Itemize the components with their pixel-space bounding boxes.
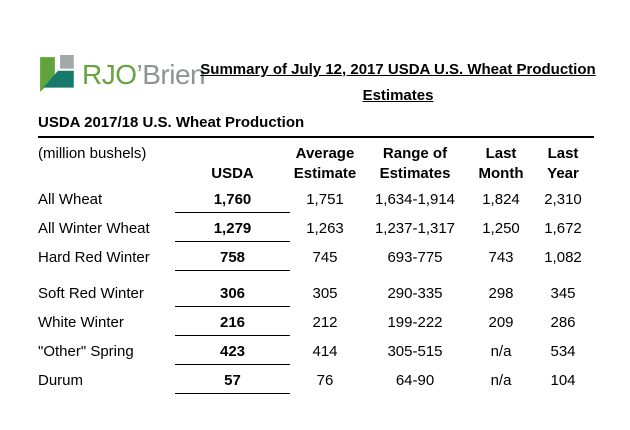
usda-value: 216 <box>175 314 290 336</box>
row-label: Hard Red Winter <box>38 249 150 266</box>
table-row: Durum 57 76 64-90 n/a 104 <box>38 372 594 401</box>
range-of-estimates-value: 693-775 <box>387 249 443 266</box>
row-label: Durum <box>38 372 84 389</box>
range-of-estimates-value: 305-515 <box>387 343 443 360</box>
usda-value: 1,760 <box>175 191 290 213</box>
last-month-value: 298 <box>488 285 514 302</box>
rjobrien-logo: RJO’Brien <box>40 55 206 95</box>
average-estimate-value: 745 <box>312 249 338 266</box>
usda-value: 306 <box>175 285 290 307</box>
row-label: "Other" Spring <box>38 343 134 360</box>
average-estimate-value: 305 <box>312 285 338 302</box>
usda-value: 57 <box>175 372 290 394</box>
last-month-value: n/a <box>490 372 512 389</box>
report-title: Summary of July 12, 2017 USDA U.S. Wheat… <box>190 57 606 109</box>
table-body: All Wheat 1,760 1,751 1,634-1,914 1,824 … <box>38 191 594 401</box>
table-row: Hard Red Winter 758 745 693-775 743 1,08… <box>38 249 594 278</box>
table-row: White Winter 216 212 199-222 209 286 <box>38 314 594 343</box>
average-estimate-value: 414 <box>312 343 338 360</box>
column-header-last-month: Last Month <box>478 145 524 182</box>
average-estimate-value: 1,263 <box>306 220 344 237</box>
rjobrien-logo-icon <box>40 55 76 95</box>
logo-text-primary: RJO <box>82 59 137 90</box>
average-estimate-value: 1,751 <box>306 191 344 208</box>
row-label: Soft Red Winter <box>38 285 144 302</box>
range-of-estimates-value: 1,237-1,317 <box>374 220 456 237</box>
report-title-line1: Summary of July 12, 2017 USDA U.S. Wheat… <box>200 61 596 78</box>
row-label: All Wheat <box>38 191 103 208</box>
usda-value: 758 <box>175 249 290 271</box>
average-estimate-value: 212 <box>312 314 338 331</box>
last-year-value: 534 <box>550 343 576 360</box>
table-row: "Other" Spring 423 414 305-515 n/a 534 <box>38 343 594 372</box>
rjobrien-logo-text: RJO’Brien <box>82 59 206 90</box>
range-of-estimates-value: 64-90 <box>395 372 435 389</box>
range-of-estimates-value: 1,634-1,914 <box>374 191 456 208</box>
last-year-value: 286 <box>550 314 576 331</box>
row-label: White Winter <box>38 314 124 331</box>
last-month-value: 1,250 <box>482 220 520 237</box>
table-row: All Winter Wheat 1,279 1,263 1,237-1,317… <box>38 220 594 249</box>
last-month-value: 1,824 <box>482 191 520 208</box>
column-header-last-year: Last Year <box>547 145 579 182</box>
row-label: All Winter Wheat <box>38 220 150 237</box>
range-of-estimates-value: 199-222 <box>387 314 443 331</box>
last-month-value: n/a <box>490 343 512 360</box>
last-year-value: 345 <box>550 285 576 302</box>
column-header-range-of-estimates: Range of Estimates <box>379 145 451 182</box>
average-estimate-value: 76 <box>316 372 334 389</box>
report-title-line2: Estimates <box>362 87 434 104</box>
last-year-value: 104 <box>550 372 576 389</box>
last-year-value: 2,310 <box>544 191 582 208</box>
section-heading: USDA 2017/18 U.S. Wheat Production <box>38 114 594 138</box>
last-year-value: 1,082 <box>544 249 582 266</box>
table-header-row: (million bushels) USDA Average Estimate … <box>38 144 594 184</box>
unit-note: (million bushels) <box>38 145 147 162</box>
logo-text-secondary: ’Brien <box>136 59 206 90</box>
range-of-estimates-value: 290-335 <box>387 285 443 302</box>
column-header-average-estimate: Average Estimate <box>293 145 357 182</box>
last-year-value: 1,672 <box>544 220 582 237</box>
last-month-value: 209 <box>488 314 514 331</box>
table-row: All Wheat 1,760 1,751 1,634-1,914 1,824 … <box>38 191 594 220</box>
usda-value: 1,279 <box>175 220 290 242</box>
column-header-usda: USDA <box>211 165 254 182</box>
last-month-value: 743 <box>488 249 514 266</box>
usda-value: 423 <box>175 343 290 365</box>
table-row: Soft Red Winter 306 305 290-335 298 345 <box>38 285 594 314</box>
